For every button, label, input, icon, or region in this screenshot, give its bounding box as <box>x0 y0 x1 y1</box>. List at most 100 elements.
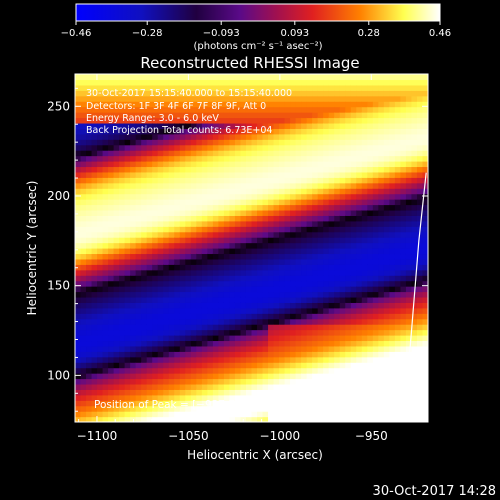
heatmap-cell <box>334 106 341 113</box>
heatmap-cell <box>124 242 131 249</box>
heatmap-cell <box>323 237 330 244</box>
heatmap-cell <box>361 405 368 412</box>
heatmap-cell <box>157 177 164 184</box>
heatmap-cell <box>394 204 402 211</box>
heatmap-cell <box>152 161 159 168</box>
heatmap-cell <box>356 112 363 119</box>
heatmap-cell <box>345 280 352 287</box>
heatmap-cell <box>91 258 98 265</box>
heatmap-cell <box>328 182 335 189</box>
heatmap-cell <box>201 340 208 347</box>
heatmap-cell <box>273 307 280 314</box>
heatmap-cell <box>91 74 98 81</box>
heatmap-cell <box>218 171 225 178</box>
heatmap-cell <box>141 226 148 233</box>
heatmap-cell <box>284 394 291 401</box>
heatmap-cell <box>295 416 302 422</box>
heatmap-cell <box>422 133 428 140</box>
heatmap-cell <box>185 106 192 113</box>
heatmap-cell <box>218 95 225 102</box>
heatmap-cell <box>168 345 175 352</box>
heatmap-cell <box>284 161 291 168</box>
heatmap-cell <box>345 166 352 173</box>
heatmap-cell <box>394 128 402 135</box>
heatmap-cell <box>262 128 269 135</box>
heatmap-cell <box>245 242 253 249</box>
heatmap-cell <box>262 204 269 211</box>
heatmap-cell <box>174 95 181 102</box>
heatmap-cell <box>207 133 214 140</box>
heatmap-cell <box>290 318 297 325</box>
heatmap-cell <box>113 231 120 238</box>
heatmap-cell <box>113 150 120 157</box>
heatmap-cell <box>113 373 120 380</box>
heatmap-cell <box>400 264 407 271</box>
heatmap-cell <box>361 307 368 314</box>
heatmap-cell <box>80 204 87 211</box>
heatmap-cell <box>97 258 104 265</box>
heatmap-cell <box>383 307 390 314</box>
heatmap-cell <box>212 161 220 168</box>
heatmap-cell <box>394 193 402 200</box>
heatmap-cell <box>91 182 98 189</box>
heatmap-cell <box>113 199 120 206</box>
heatmap-cell <box>284 373 291 380</box>
heatmap-cell <box>339 209 346 216</box>
heatmap-cell <box>113 226 120 233</box>
heatmap-cell <box>146 258 153 265</box>
heatmap-cell <box>185 199 192 206</box>
heatmap-cell <box>152 378 159 385</box>
heatmap-cell <box>345 204 352 211</box>
heatmap-cell <box>378 139 385 146</box>
heatmap-cell <box>394 177 402 184</box>
heatmap-cell <box>400 248 407 255</box>
heatmap-cell <box>317 291 324 298</box>
heatmap-cell <box>240 275 247 282</box>
heatmap-cell <box>378 307 385 314</box>
heatmap-cell <box>295 128 302 135</box>
heatmap-cell <box>119 106 126 113</box>
heatmap-cell <box>262 193 269 200</box>
heatmap-cell <box>372 286 379 293</box>
heatmap-cell <box>97 362 104 369</box>
footer-date: 30-Oct-2017 14:28 <box>373 484 496 499</box>
heatmap-cell <box>157 280 164 287</box>
heatmap-cell <box>394 356 402 363</box>
heatmap-cell <box>284 367 291 374</box>
heatmap-cell <box>102 400 109 407</box>
heatmap-cell <box>218 318 225 325</box>
heatmap-cell <box>174 220 181 227</box>
heatmap-cell <box>301 313 308 320</box>
heatmap-cell <box>168 128 175 135</box>
heatmap-cell <box>317 394 324 401</box>
heatmap-cell <box>290 367 297 374</box>
heatmap-cell <box>174 215 181 222</box>
heatmap-cell <box>290 383 297 390</box>
heatmap-cell <box>334 286 341 293</box>
heatmap-cell <box>229 275 236 282</box>
heatmap-cell <box>334 199 341 206</box>
heatmap-cell <box>108 237 115 244</box>
heatmap-cell <box>80 155 87 162</box>
heatmap-cell <box>334 280 341 287</box>
heatmap-cell <box>97 226 104 233</box>
heatmap-cell <box>356 416 363 422</box>
heatmap-cell <box>141 209 148 216</box>
heatmap-cell <box>323 133 330 140</box>
heatmap-cell <box>229 242 236 249</box>
heatmap-cell <box>146 161 153 168</box>
heatmap-cell <box>279 258 286 265</box>
heatmap-cell <box>394 150 402 157</box>
heatmap-cell <box>273 199 280 206</box>
heatmap-cell <box>262 242 269 249</box>
heatmap-cell <box>262 411 269 418</box>
heatmap-cell <box>367 286 374 293</box>
heatmap-cell <box>389 106 396 113</box>
heatmap-cell <box>290 248 297 255</box>
heatmap-cell <box>339 90 346 97</box>
heatmap-cell <box>284 90 291 97</box>
heatmap-cell <box>345 242 352 249</box>
heatmap-cell <box>411 188 418 195</box>
heatmap-cell <box>86 286 93 293</box>
heatmap-cell <box>378 264 385 271</box>
